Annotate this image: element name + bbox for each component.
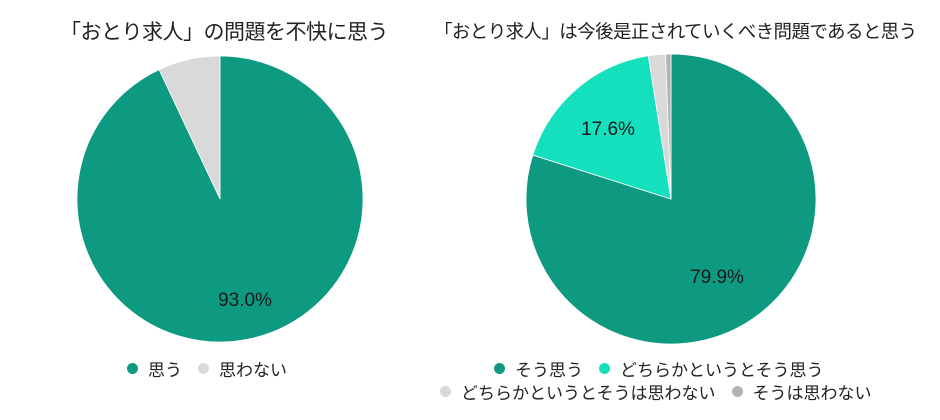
legend-label: そうは思わない [752,384,872,404]
legend-item-disagree: そうは思わない [731,379,872,404]
right-chart-title: 「おとり求人」は今後是正されていくべき問題であると思う [434,22,917,43]
right-pie-chart [525,53,817,345]
legend-item-agree: そう思う [494,356,583,381]
pie-slice [532,55,672,200]
pie-slice [665,53,672,200]
legend-item-yes: 思う [127,356,182,381]
legend-label: どちらかというとそう思う [620,361,824,381]
legend-label: どちらかというとそうは思わない [461,384,716,404]
right-legend-row-2: どちらかというとそうは思わない そうは思わない [440,379,888,404]
legend-dot-icon [198,363,209,374]
legend-label: 思う [148,361,182,381]
legend-dot-icon [440,386,451,397]
legend-dot-icon [599,363,610,374]
pie-slice [158,55,221,200]
right-pie-label-agree: 79.9% [690,267,744,288]
right-pie-label-somewhat-agree: 17.6% [581,119,635,140]
legend-item-no: 思わない [198,356,287,381]
legend-dot-icon [494,363,505,374]
right-legend-row-1: そう思う どちらかというとそう思う [494,356,840,381]
legend-dot-icon [127,363,138,374]
left-chart-title: 「おとり求人」の問題を不快に思う [60,20,389,44]
left-pie-chart [76,55,364,343]
legend-item-somewhat-disagree: どちらかというとそうは思わない [440,379,716,404]
left-pie-label-yes: 93.0% [218,290,272,311]
legend-label: そう思う [515,361,583,381]
legend-item-somewhat-agree: どちらかというとそう思う [599,356,824,381]
legend-dot-icon [731,386,743,397]
legend-label: 思わない [219,361,287,381]
left-legend: 思う 思わない [127,356,303,381]
